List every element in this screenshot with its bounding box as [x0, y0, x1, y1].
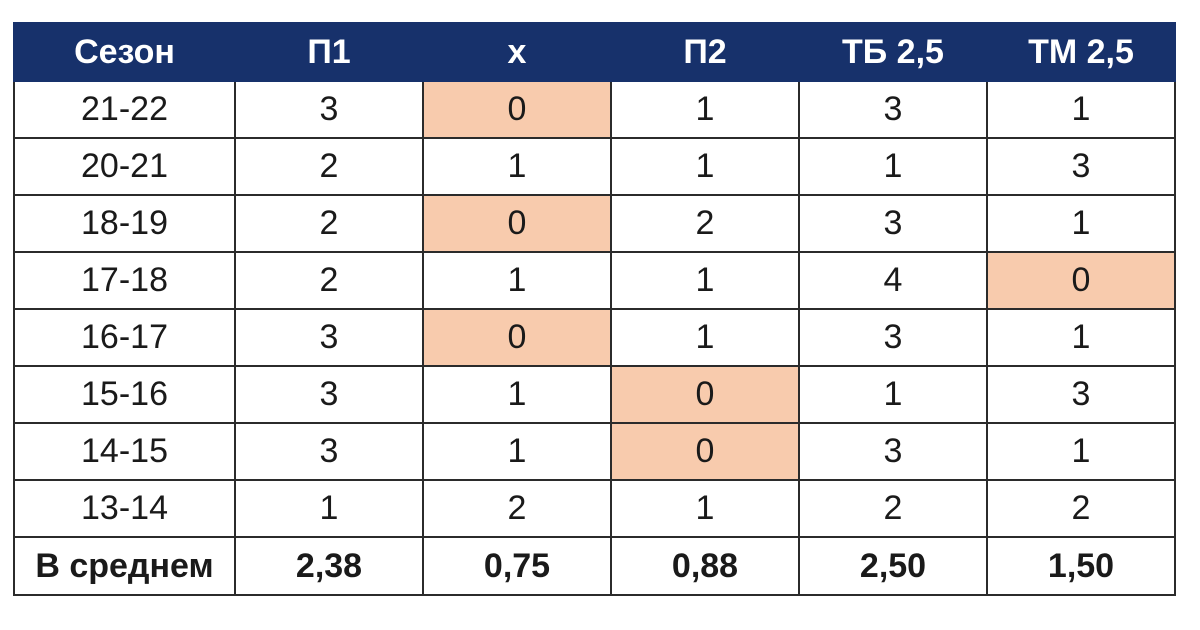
cell-season: 18-19 — [13, 194, 236, 253]
cell-draw: 1 — [422, 365, 612, 424]
cell-p2: 1 — [610, 80, 800, 139]
header-p1: П1 — [234, 22, 424, 82]
cell-over-2-5: 4 — [798, 251, 988, 310]
cell-season: 14-15 — [13, 422, 236, 481]
cell-draw: 1 — [422, 137, 612, 196]
cell-season: 20-21 — [13, 137, 236, 196]
average-draw: 0,75 — [422, 536, 612, 596]
header-season: Сезон — [13, 22, 236, 82]
cell-draw: 0 — [422, 80, 612, 139]
cell-draw: 0 — [422, 194, 612, 253]
header-row: Сезон П1 х П2 ТБ 2,5 ТМ 2,5 — [13, 22, 1176, 82]
cell-draw: 2 — [422, 479, 612, 538]
cell-p1: 3 — [234, 308, 424, 367]
cell-p1: 3 — [234, 365, 424, 424]
cell-p2: 1 — [610, 251, 800, 310]
table-row: 16-17 3 0 1 3 1 — [13, 308, 1176, 367]
cell-season: 13-14 — [13, 479, 236, 538]
table-body: 21-22 3 0 1 3 1 20-21 2 1 1 1 3 18-19 2 0 2 3 1 17-18 2 1 1 4 0… — [13, 80, 1176, 538]
header-over-2-5: ТБ 2,5 — [798, 22, 988, 82]
cell-over-2-5: 1 — [798, 137, 988, 196]
cell-season: 15-16 — [13, 365, 236, 424]
cell-p1: 3 — [234, 422, 424, 481]
average-row: В среднем 2,38 0,75 0,88 2,50 1,50 — [13, 536, 1176, 596]
average-under-2-5: 1,50 — [986, 536, 1176, 596]
cell-season: 16-17 — [13, 308, 236, 367]
average-p1: 2,38 — [234, 536, 424, 596]
cell-p2: 2 — [610, 194, 800, 253]
cell-draw: 0 — [422, 308, 612, 367]
cell-p1: 2 — [234, 251, 424, 310]
cell-p2: 1 — [610, 308, 800, 367]
table-row: 13-14 1 2 1 2 2 — [13, 479, 1176, 538]
cell-under-2-5: 0 — [986, 251, 1176, 310]
cell-over-2-5: 3 — [798, 80, 988, 139]
cell-p1: 1 — [234, 479, 424, 538]
cell-over-2-5: 3 — [798, 422, 988, 481]
cell-under-2-5: 1 — [986, 194, 1176, 253]
header-p2: П2 — [610, 22, 800, 82]
average-over-2-5: 2,50 — [798, 536, 988, 596]
table-row: 18-19 2 0 2 3 1 — [13, 194, 1176, 253]
cell-p2: 0 — [610, 365, 800, 424]
cell-over-2-5: 2 — [798, 479, 988, 538]
cell-under-2-5: 1 — [986, 80, 1176, 139]
cell-season: 17-18 — [13, 251, 236, 310]
average-p2: 0,88 — [610, 536, 800, 596]
cell-p2: 1 — [610, 479, 800, 538]
table-row: 21-22 3 0 1 3 1 — [13, 80, 1176, 139]
cell-season: 21-22 — [13, 80, 236, 139]
cell-p1: 3 — [234, 80, 424, 139]
cell-under-2-5: 1 — [986, 422, 1176, 481]
cell-draw: 1 — [422, 251, 612, 310]
cell-draw: 1 — [422, 422, 612, 481]
table-row: 17-18 2 1 1 4 0 — [13, 251, 1176, 310]
cell-under-2-5: 3 — [986, 365, 1176, 424]
cell-over-2-5: 1 — [798, 365, 988, 424]
table-row: 20-21 2 1 1 1 3 — [13, 137, 1176, 196]
average-label: В среднем — [13, 536, 236, 596]
cell-under-2-5: 3 — [986, 137, 1176, 196]
header-draw: х — [422, 22, 612, 82]
cell-p1: 2 — [234, 194, 424, 253]
season-stats-table: Сезон П1 х П2 ТБ 2,5 ТМ 2,5 21-22 3 0 1 3 1 20… — [13, 22, 1176, 596]
cell-p1: 2 — [234, 137, 424, 196]
table-row: 15-16 3 1 0 1 3 — [13, 365, 1176, 424]
cell-under-2-5: 2 — [986, 479, 1176, 538]
cell-over-2-5: 3 — [798, 194, 988, 253]
cell-under-2-5: 1 — [986, 308, 1176, 367]
header-under-2-5: ТМ 2,5 — [986, 22, 1176, 82]
cell-p2: 1 — [610, 137, 800, 196]
table-row: 14-15 3 1 0 3 1 — [13, 422, 1176, 481]
cell-p2: 0 — [610, 422, 800, 481]
cell-over-2-5: 3 — [798, 308, 988, 367]
